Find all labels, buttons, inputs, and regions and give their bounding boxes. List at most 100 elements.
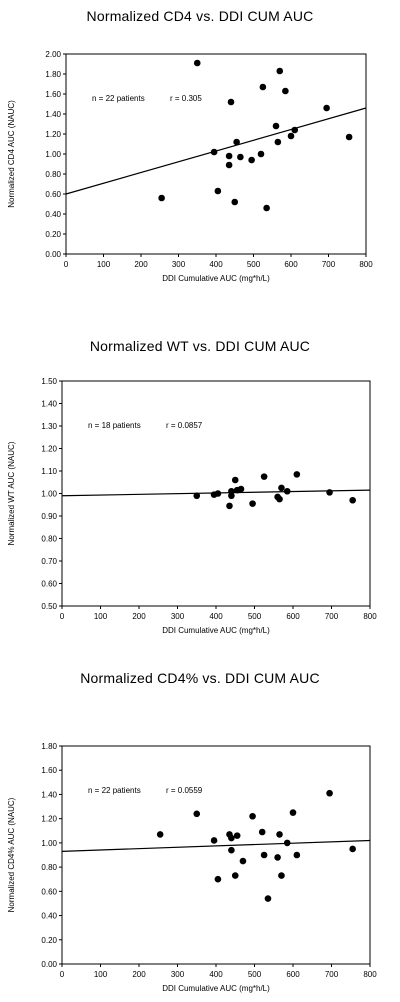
y-tick-label: 0.70 (41, 557, 57, 566)
data-point (214, 187, 222, 195)
y-tick-label: 1.40 (41, 790, 57, 799)
x-tick-label: 700 (322, 260, 336, 269)
data-point (210, 837, 218, 844)
data-point (233, 832, 241, 839)
x-tick-label: 500 (247, 260, 261, 269)
x-tick-label: 300 (171, 612, 185, 621)
y-tick-label: 0.20 (45, 230, 61, 239)
y-tick-label: 1.40 (41, 400, 57, 409)
data-point (226, 502, 233, 510)
chart-panel-cd4: Normalized CD4 vs. DDI CUM AUC 0.00 0.20 0… (0, 0, 400, 320)
data-point (293, 851, 301, 859)
y-tick-label: 0.80 (45, 170, 61, 179)
data-point (278, 484, 285, 492)
data-point (260, 851, 268, 859)
y-tick-label: 2.00 (45, 50, 61, 59)
y-tick-label: 0.90 (41, 512, 57, 521)
data-point (239, 857, 247, 865)
plot-svg: 0.50 0.60 0.70 0.80 0.90 1.00 1.10 1.20 1.30 1.40… (7, 377, 377, 635)
x-axis-label: DDI Cumulative AUC (mg*h/L) (162, 984, 270, 993)
data-point (228, 492, 235, 500)
x-tick-label: 100 (94, 612, 108, 621)
data-point (249, 500, 256, 507)
x-tick-label: 600 (286, 970, 300, 979)
data-point (193, 810, 201, 818)
x-tick-label: 0 (60, 970, 65, 979)
data-point (233, 138, 240, 146)
data-point (282, 87, 289, 95)
data-point (264, 895, 272, 902)
data-point (228, 834, 235, 842)
y-axis-label: Normalized CD4 AUC (NAUC) (7, 100, 16, 208)
x-tick-label: 400 (209, 260, 223, 269)
x-tick-label: 300 (171, 970, 185, 979)
chart-title: Normalized CD4% vs. DDI CUM AUC (80, 670, 320, 686)
x-tick-label: 700 (325, 612, 339, 621)
x-tick-label: 200 (134, 260, 148, 269)
data-point (156, 831, 164, 838)
data-point (237, 485, 245, 493)
data-point (227, 98, 235, 106)
y-tick-label: 1.00 (41, 839, 57, 848)
y-tick-label: 1.30 (41, 422, 57, 431)
data-point (258, 828, 266, 836)
x-tick-label: 500 (248, 612, 262, 621)
data-point (225, 152, 233, 160)
x-tick-label: 800 (359, 260, 373, 269)
chart-panel-cd4pct: Normalized CD4% vs. DDI CUM AUC 0.00 0.20… (0, 662, 400, 1002)
plot-svg: 0.00 0.20 0.40 0.60 0.80 1.00 1.20 1.40 1.60 1.80… (7, 50, 373, 283)
y-tick-label: 1.80 (45, 70, 61, 79)
x-axis-label: DDI Cumulative AUC (mg*h/L) (162, 626, 270, 635)
x-tick-label: 500 (248, 970, 262, 979)
data-point (214, 490, 222, 497)
y-tick-label: 0.60 (45, 190, 61, 199)
plot-frame (61, 745, 371, 965)
annotation-n: n = 22 patients (88, 786, 141, 795)
data-point (274, 854, 281, 861)
x-tick-label: 200 (132, 970, 146, 979)
data-point (248, 156, 255, 164)
data-point (278, 872, 285, 879)
y-tick-label: 0.00 (41, 960, 57, 969)
x-tick-label: 800 (363, 970, 377, 979)
y-tick-label: 0.00 (45, 250, 61, 259)
x-tick-label: 600 (286, 612, 300, 621)
y-tick-label: 1.00 (45, 150, 61, 159)
data-point (231, 872, 239, 879)
data-point (225, 161, 233, 169)
chart-title: Normalized WT vs. DDI CUM AUC (89, 338, 311, 354)
data-point (257, 150, 265, 158)
data-point (193, 492, 201, 500)
y-tick-label: 0.80 (41, 863, 57, 872)
data-point (276, 831, 283, 838)
data-point (345, 133, 353, 141)
plot-svg: 0.00 0.20 0.40 0.60 0.80 1.00 1.20 1.40 1.60 1.80… (7, 742, 377, 993)
x-tick-label: 100 (97, 260, 111, 269)
data-point (323, 104, 330, 112)
data-point (259, 83, 267, 91)
y-tick-label: 1.20 (45, 130, 61, 139)
data-point (272, 122, 280, 130)
x-tick-label: 600 (284, 260, 298, 269)
x-tick-label: 800 (363, 612, 377, 621)
y-tick-label: 1.60 (41, 766, 57, 775)
x-tick-label: 400 (209, 970, 223, 979)
y-tick-label: 1.20 (41, 815, 57, 824)
y-tick-label: 1.20 (41, 445, 57, 454)
chart-title: Normalized CD4 vs. DDI CUM AUC (86, 8, 314, 24)
annotation-n: n = 18 patients (88, 421, 141, 430)
data-point (249, 812, 256, 820)
y-tick-label: 0.60 (41, 887, 57, 896)
x-axis-label: DDI Cumulative AUC (mg*h/L) (162, 274, 270, 283)
y-tick-label: 1.10 (41, 467, 57, 476)
data-point (283, 839, 291, 847)
y-tick-label: 0.60 (41, 580, 57, 589)
x-tick-label: 0 (64, 260, 69, 269)
y-tick-label: 1.50 (41, 377, 57, 386)
annotation-r: r = 0.305 (170, 94, 202, 103)
x-tick-label: 300 (172, 260, 186, 269)
annotation-r: r = 0.0559 (166, 786, 203, 795)
x-tick-label: 400 (209, 612, 223, 621)
data-point (231, 198, 239, 206)
y-tick-label: 1.80 (41, 742, 57, 751)
